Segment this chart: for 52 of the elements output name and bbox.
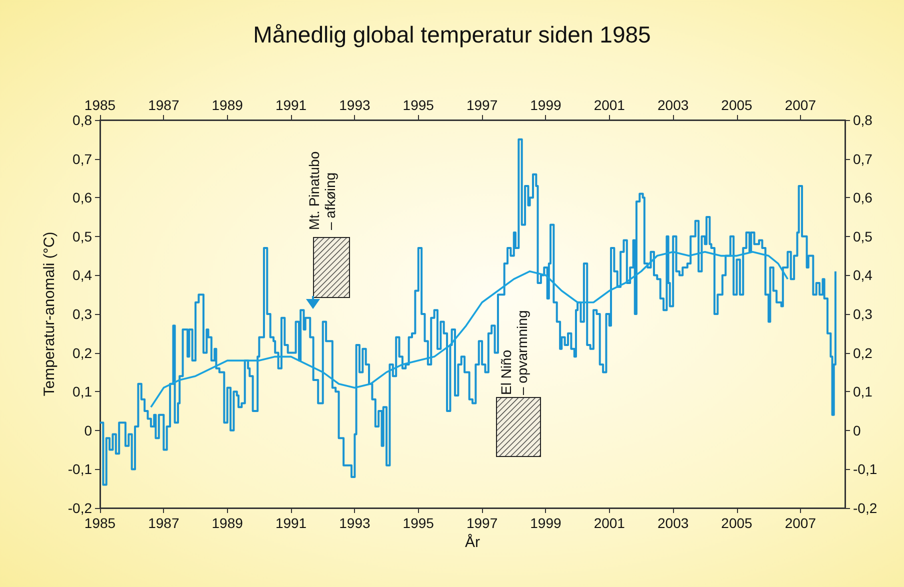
- y-tick-label: 0,7: [72, 150, 92, 167]
- y-tick-label: 0,8: [72, 112, 92, 128]
- y-tick-label: 0,6: [72, 190, 92, 206]
- y-tick-label: 0,3: [72, 306, 92, 322]
- x2-tick-label: 1987: [148, 97, 180, 113]
- x-tick-label: 1991: [275, 515, 307, 531]
- x-tick-label: 1987: [148, 515, 180, 531]
- y-tick-label: -0,1: [68, 461, 92, 478]
- y-tick-label: 0,4: [72, 267, 92, 284]
- y2-tick-label: 0,6: [853, 190, 873, 206]
- x2-tick-label: 2003: [658, 97, 689, 113]
- y2-tick-label: 0,5: [853, 228, 873, 244]
- x2-tick-label: 1991: [275, 97, 307, 113]
- x-tick-label: 1993: [339, 515, 370, 531]
- y2-tick-label: 0,3: [853, 306, 873, 322]
- annotation: El Niño – opvarmning: [498, 310, 530, 395]
- x-tick-label: 2003: [658, 515, 689, 531]
- x-tick-label: 1989: [212, 515, 244, 531]
- chart-title: Månedlig global temperatur siden 1985: [253, 22, 651, 48]
- y2-tick-label: 0,8: [853, 112, 873, 128]
- x2-tick-label: 2001: [594, 97, 626, 113]
- x2-tick-label: 2005: [721, 97, 753, 113]
- x-tick-label: 2007: [784, 515, 816, 531]
- line-series: [150, 251, 789, 408]
- y-tick-label: -0,2: [68, 500, 92, 516]
- x2-tick-label: 1995: [402, 97, 434, 113]
- x-axis-title: År: [465, 532, 480, 551]
- x-tick-label: 2001: [594, 515, 626, 531]
- y-tick-label: 0,1: [72, 384, 92, 400]
- y-axis-title: Temperatur-anomali (°C): [40, 232, 58, 396]
- y2-tick-label: 0,4: [853, 267, 873, 284]
- x2-tick-label: 1993: [339, 97, 370, 113]
- x-tick-label: 1999: [530, 515, 562, 531]
- y2-tick-label: 0,1: [853, 384, 873, 400]
- x2-tick-label: 1985: [84, 97, 116, 113]
- x-tick-label: 2005: [721, 515, 753, 531]
- x-tick-label: 1995: [402, 515, 434, 531]
- y-tick-label: 0,5: [72, 228, 92, 244]
- annotation: Mt. Pinatubo – afkøing: [306, 151, 338, 230]
- x2-tick-label: 1997: [466, 97, 498, 113]
- x-tick-label: 1985: [84, 515, 116, 531]
- y2-tick-label: -0,1: [853, 461, 878, 478]
- y2-tick-label: -0,2: [853, 500, 878, 516]
- x2-tick-label: 2007: [784, 97, 816, 113]
- y2-tick-label: 0,2: [853, 344, 873, 361]
- x2-tick-label: 1999: [530, 97, 562, 113]
- y-tick-label: 0,2: [72, 344, 92, 361]
- y-tick-label: 0: [84, 422, 92, 438]
- y2-tick-label: 0: [853, 422, 861, 438]
- x-tick-label: 1997: [466, 515, 498, 531]
- y2-tick-label: 0,7: [853, 150, 873, 167]
- x2-tick-label: 1989: [212, 97, 244, 113]
